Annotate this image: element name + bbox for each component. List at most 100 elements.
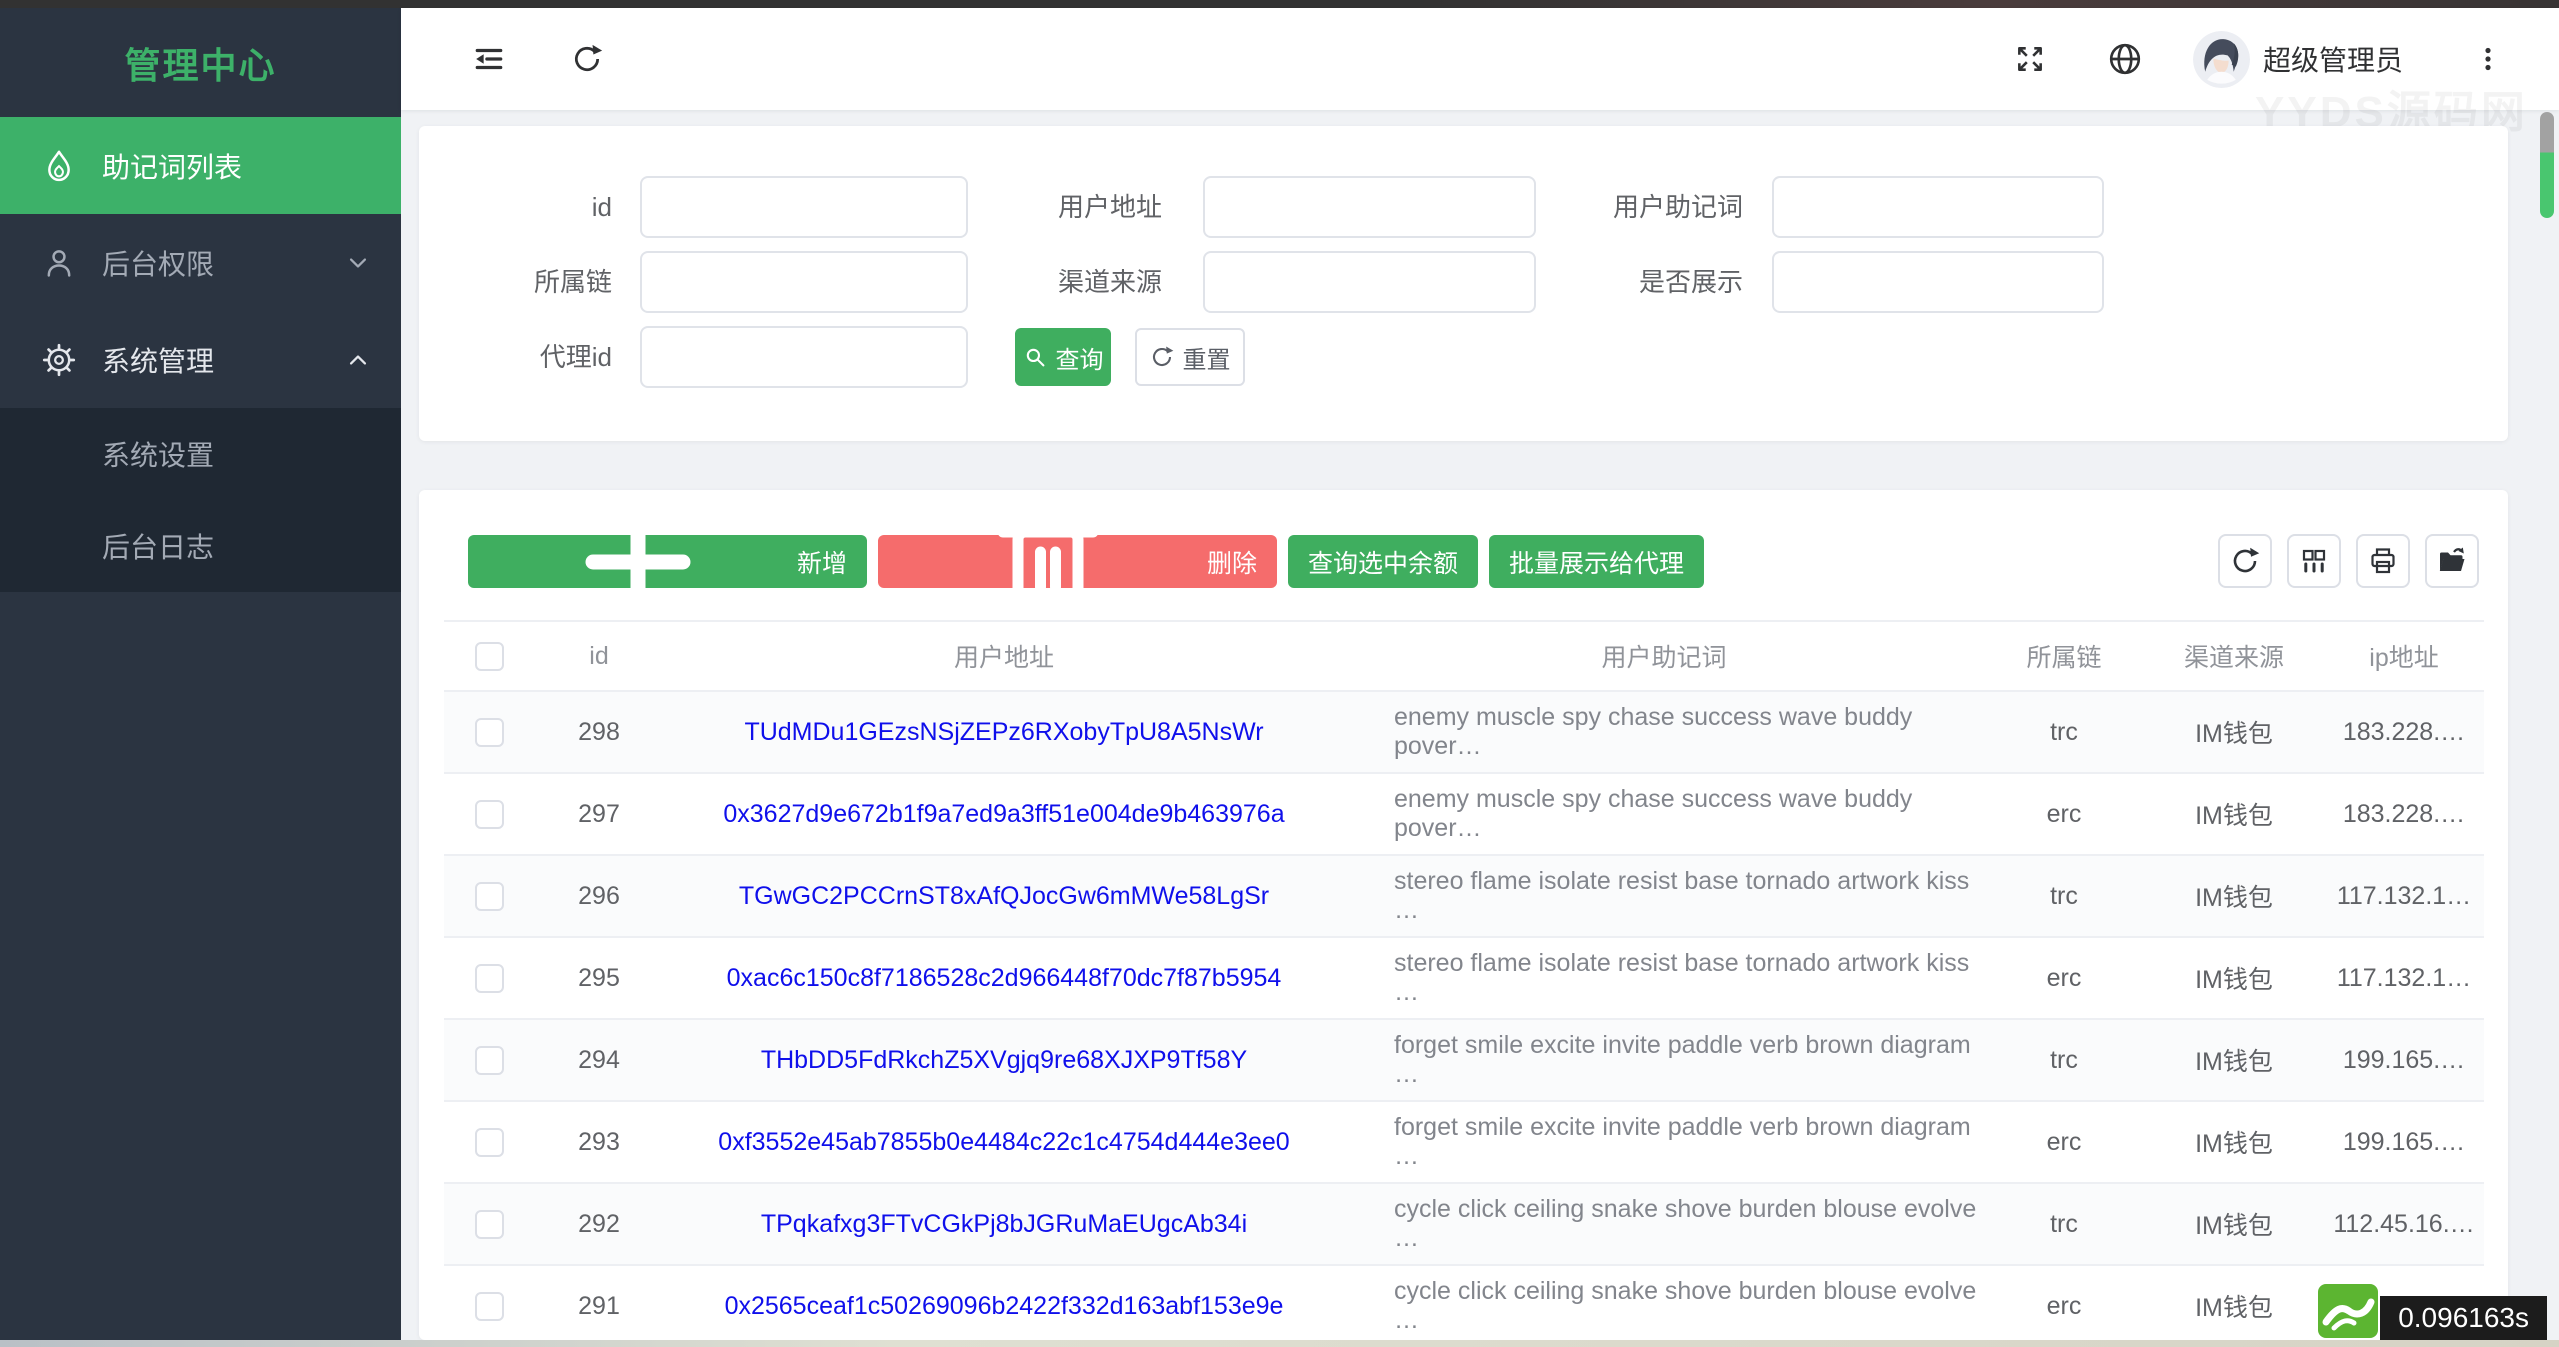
reset-button[interactable]: 重置	[1135, 328, 1245, 386]
table-row[interactable]: 294 THbDD5FdRkchZ5XVgjq9re68XJXP9Tf58Y f…	[444, 1019, 2484, 1102]
col-header-chain: 所属链	[1984, 620, 2144, 692]
cell-ip: 117.132.1…	[2324, 855, 2484, 938]
more-menu-icon[interactable]	[2473, 44, 2503, 74]
address-link[interactable]: TGwGC2PCCrnST8xAfQJocGw6mMWe58LgSr	[738, 881, 1270, 910]
cell-channel: IM钱包	[2144, 1101, 2324, 1184]
refresh-page-icon[interactable]	[571, 43, 603, 75]
language-globe-icon[interactable]	[2107, 41, 2143, 77]
row-checkbox[interactable]	[474, 1127, 504, 1157]
cell-channel: IM钱包	[2144, 937, 2324, 1020]
cell-ip: 183.228.…	[2324, 773, 2484, 856]
mnemonic-table: id 用户地址 用户助记词 所属链 渠道来源 ip地址 298 TUdMDu1G…	[444, 620, 2484, 1347]
sidebar-item-mnemonic-list[interactable]: 助记词列表	[0, 117, 401, 214]
id-input[interactable]	[640, 176, 968, 238]
sidebar-item-label: 后台权限	[102, 248, 215, 280]
cell-channel: IM钱包	[2144, 691, 2324, 774]
show-input[interactable]	[1772, 251, 2104, 313]
table-row[interactable]: 298 TUdMDu1GEzsNSjZEPz6RXobyTpU8A5NsWr e…	[444, 691, 2484, 774]
sidebar-item-system-management[interactable]: 系统管理	[0, 311, 401, 408]
row-checkbox[interactable]	[474, 1291, 504, 1321]
cell-ip: 183.228.…	[2324, 691, 2484, 774]
channel-input[interactable]	[1203, 251, 1536, 313]
page-scrollbar-thumb[interactable]	[2540, 112, 2554, 218]
table-row[interactable]: 296 TGwGC2PCCrnST8xAfQJocGw6mMWe58LgSr s…	[444, 855, 2484, 938]
cell-mnemonic: stereo flame isolate resist base tornado…	[1344, 855, 1984, 938]
address-link[interactable]: TPqkafxg3FTvCGkPj8bJGRuMaEUgcAb34i	[760, 1209, 1248, 1238]
sidebar: 管理中心 助记词列表 后台权限 系统管理 系统设置	[0, 8, 401, 1340]
column-settings-button[interactable]	[2287, 534, 2341, 588]
submenu-item-label: 系统设置	[102, 440, 215, 471]
select-all-checkbox[interactable]	[474, 641, 504, 671]
address-link[interactable]: THbDD5FdRkchZ5XVgjq9re68XJXP9Tf58Y	[760, 1045, 1248, 1074]
field-label-chain: 所属链	[533, 267, 612, 297]
address-link[interactable]: 0x2565ceaf1c50269096b2422f332d163abf153e…	[724, 1291, 1284, 1320]
cell-chain: erc	[1984, 937, 2144, 1020]
cell-mnemonic: cycle click ceiling snake shove burden b…	[1344, 1183, 1984, 1266]
cell-chain: erc	[1984, 773, 2144, 856]
cell-chain: erc	[1984, 1265, 2144, 1347]
table-header-row: id 用户地址 用户助记词 所属链 渠道来源 ip地址	[444, 620, 2484, 692]
fullscreen-icon[interactable]	[2014, 43, 2046, 75]
row-checkbox[interactable]	[474, 881, 504, 911]
row-checkbox[interactable]	[474, 717, 504, 747]
cell-channel: IM钱包	[2144, 855, 2324, 938]
col-header-channel: 渠道来源	[2144, 620, 2324, 692]
avatar[interactable]	[2193, 31, 2250, 88]
submenu-item-label: 后台日志	[102, 532, 215, 563]
query-selected-balance-button[interactable]: 查询选中余额	[1288, 535, 1479, 588]
page-load-time: 0.096163s	[2380, 1296, 2547, 1340]
cell-chain: trc	[1984, 855, 2144, 938]
row-checkbox[interactable]	[474, 963, 504, 993]
reset-refresh-icon	[1150, 345, 1174, 369]
cell-ip: 199.165.…	[2324, 1101, 2484, 1184]
table-row[interactable]: 293 0xf3552e45ab7855b0e4484c22c1c4754d44…	[444, 1101, 2484, 1184]
thinkphp-logo-icon	[2318, 1284, 2379, 1338]
agent-id-input[interactable]	[640, 326, 968, 388]
cell-id: 291	[534, 1265, 664, 1347]
cell-id: 297	[534, 773, 664, 856]
gear-icon	[42, 343, 76, 377]
search-icon	[1023, 345, 1047, 369]
user-name[interactable]: 超级管理员	[2263, 45, 2404, 76]
collapse-sidebar-icon[interactable]	[473, 43, 505, 75]
field-label-show: 是否展示	[1638, 267, 1743, 297]
refresh-icon	[2230, 546, 2260, 576]
table-row[interactable]: 292 TPqkafxg3FTvCGkPj8bJGRuMaEUgcAb34i c…	[444, 1183, 2484, 1266]
chevron-up-icon	[345, 347, 371, 373]
sidebar-item-admin-permissions[interactable]: 后台权限	[0, 214, 401, 311]
table-refresh-button[interactable]	[2218, 534, 2272, 588]
row-checkbox[interactable]	[474, 1209, 504, 1239]
col-header-mnemonic: 用户助记词	[1344, 620, 1984, 692]
query-button[interactable]: 查询	[1015, 328, 1111, 386]
add-button[interactable]: 新增	[468, 535, 868, 588]
sidebar-item-system-settings[interactable]: 系统设置	[0, 408, 401, 500]
batch-show-to-agent-button[interactable]: 批量展示给代理	[1489, 535, 1705, 588]
chain-input[interactable]	[640, 251, 968, 313]
table-tools	[2218, 534, 2479, 588]
sidebar-item-admin-logs[interactable]: 后台日志	[0, 500, 401, 592]
cell-channel: IM钱包	[2144, 773, 2324, 856]
cell-chain: trc	[1984, 1019, 2144, 1102]
print-button[interactable]	[2356, 534, 2410, 588]
table-row[interactable]: 297 0x3627d9e672b1f9a7ed9a3ff51e004de9b4…	[444, 773, 2484, 856]
table-toolbar: 新增 删除 查询选中余额 批量展示给代理	[468, 535, 1705, 588]
field-label-channel: 渠道来源	[1057, 267, 1162, 297]
address-link[interactable]: 0xac6c150c8f7186528c2d966448f70dc7f87b59…	[726, 963, 1282, 992]
topbar: 超级管理员 YYDS源码网	[401, 8, 2559, 137]
row-checkbox[interactable]	[474, 799, 504, 829]
table-row[interactable]: 295 0xac6c150c8f7186528c2d966448f70dc7f8…	[444, 937, 2484, 1020]
sidebar-item-label: 系统管理	[102, 345, 215, 377]
table-row[interactable]: 291 0x2565ceaf1c50269096b2422f332d163abf…	[444, 1265, 2484, 1347]
chevron-down-icon	[345, 250, 371, 276]
address-link[interactable]: 0xf3552e45ab7855b0e4484c22c1c4754d444e3e…	[718, 1127, 1290, 1156]
delete-button[interactable]: 删除	[878, 535, 1278, 588]
cell-ip: 112.45.16.…	[2324, 1183, 2484, 1266]
user-mnemonic-input[interactable]	[1772, 176, 2104, 238]
cell-ip: 199.165.…	[2324, 1019, 2484, 1102]
window-top-strip	[0, 0, 2559, 8]
row-checkbox[interactable]	[474, 1045, 504, 1075]
export-button[interactable]	[2425, 534, 2479, 588]
address-link[interactable]: TUdMDu1GEzsNSjZEPz6RXobyTpU8A5NsWr	[744, 717, 1264, 746]
address-link[interactable]: 0x3627d9e672b1f9a7ed9a3ff51e004de9b46397…	[723, 799, 1285, 828]
user-address-input[interactable]	[1203, 176, 1536, 238]
